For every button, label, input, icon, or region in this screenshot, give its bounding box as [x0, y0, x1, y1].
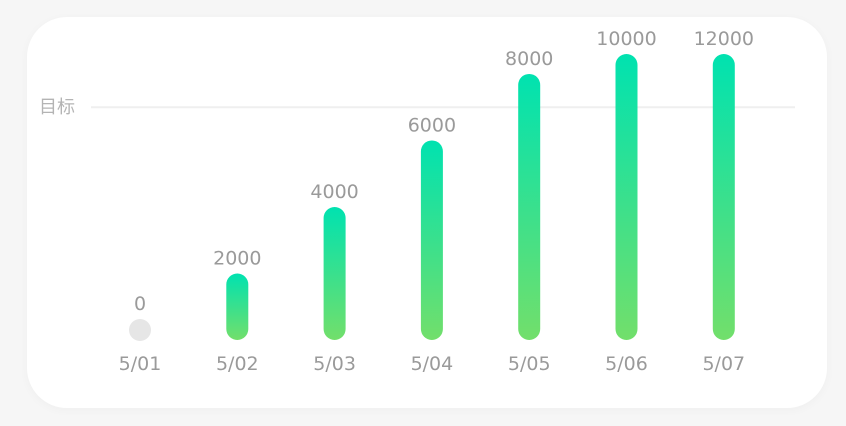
bar-zero-marker — [129, 319, 151, 341]
bar — [420, 140, 443, 340]
bars-group — [129, 54, 735, 341]
bar-value-label: 4000 — [310, 181, 358, 203]
x-tick-label: 5/04 — [411, 353, 454, 375]
x-tick-label: 5/03 — [313, 353, 356, 375]
bar — [226, 273, 249, 340]
x-tick-label: 5/07 — [702, 353, 745, 375]
bar-value-label: 12000 — [694, 28, 754, 50]
bar — [712, 54, 735, 340]
bar-value-label: 2000 — [213, 247, 261, 269]
x-tick-labels-group: 5/01 5/02 5/03 5/04 5/05 5/06 5/07 — [119, 353, 745, 375]
bar — [615, 54, 638, 340]
bar-value-label: 10000 — [596, 28, 656, 50]
bar — [323, 206, 346, 340]
bar — [518, 73, 541, 340]
x-tick-label: 5/05 — [508, 353, 551, 375]
bar-value-label: 8000 — [505, 48, 553, 70]
value-labels-group: 0 2000 4000 6000 8000 10000 12000 — [134, 28, 754, 315]
bar-value-label: 6000 — [408, 114, 456, 136]
x-tick-label: 5/06 — [605, 353, 648, 375]
goal-label: 目标 — [39, 97, 75, 118]
bar-value-label: 0 — [134, 293, 146, 315]
x-tick-label: 5/01 — [119, 353, 162, 375]
x-tick-label: 5/02 — [216, 353, 259, 375]
